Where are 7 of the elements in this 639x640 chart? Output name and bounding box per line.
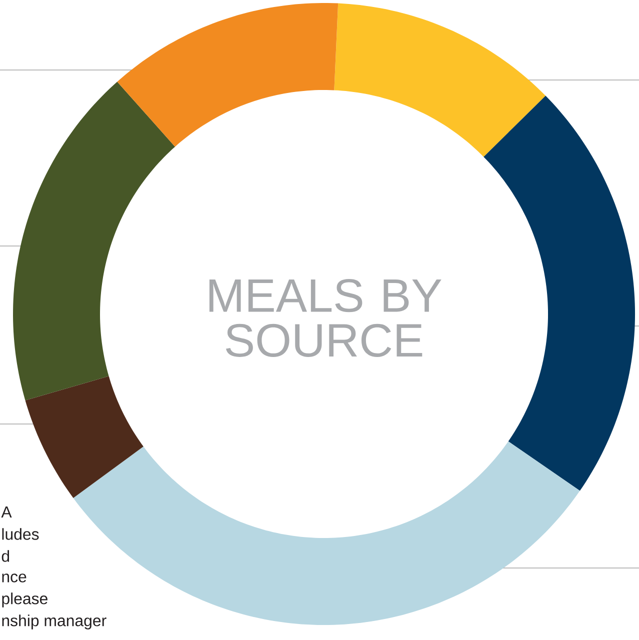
text: MEALS BY SOURCE: [209, 278, 442, 357]
text: please: [2, 592, 48, 608]
text: nship manager: [2, 614, 106, 630]
text: A: [1, 506, 12, 518]
text: d: [2, 550, 10, 562]
text: nce: [2, 574, 26, 582]
text: ludes: [2, 528, 39, 540]
